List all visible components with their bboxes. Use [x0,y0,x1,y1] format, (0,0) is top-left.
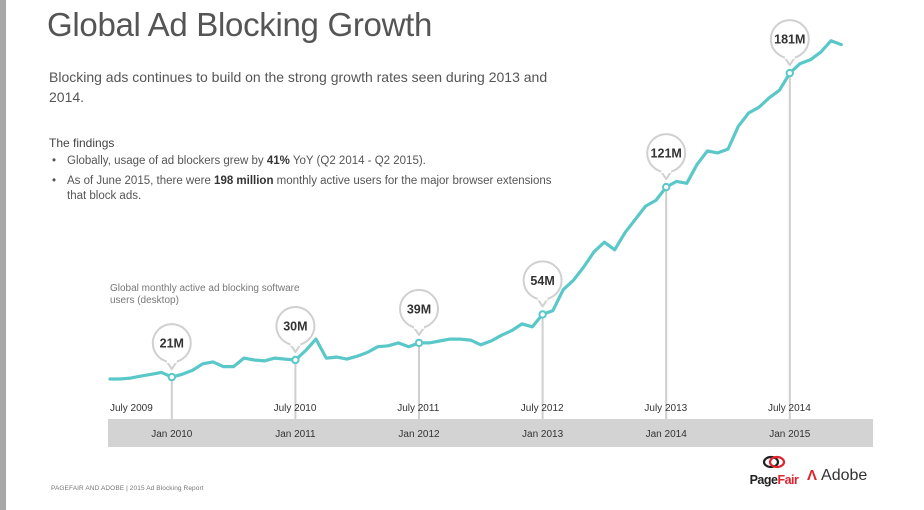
finding-text: As of June 2015, there were [67,175,215,187]
finding-text: monthly active users for the major brows… [67,175,552,202]
x-tick-label-bottom: Jan 2013 [522,429,564,440]
annotation-callout: 21M [151,323,192,371]
x-tick-label-bottom: Jan 2014 [646,429,688,440]
annotation-marker [662,182,671,192]
finding-item: As of June 2015, there were 198 million … [49,174,569,204]
x-tick-label-bottom: Jan 2012 [398,429,440,440]
pagefair-logo: PageFair [749,454,799,487]
callout-label: 181M [774,33,805,47]
pagefair-logo-fair: Fair [777,473,799,487]
page-left-border [0,0,6,510]
findings-list: Globally, usage of ad blockers grew by 4… [49,154,569,209]
pagefair-mark-icon [762,455,786,469]
adobe-mark-icon: Λ [807,467,818,484]
series-label: Global monthly active ad blocking softwa… [110,283,300,306]
series-line [108,39,843,381]
annotation-callouts: 21M 30M 39M 54M 121M 181M [151,19,810,382]
adobe-logo-text: Adobe [821,467,868,484]
finding-text: YoY (Q2 2014 - Q2 2015). [289,155,426,167]
callout-pointer-mask [784,54,795,60]
x-tick-label-top: July 2014 [768,403,811,414]
series-group [108,39,843,381]
callout-label: 39M [407,302,431,316]
page-title: Global Ad Blocking Growth [47,6,433,43]
x-axis-band [108,419,873,447]
finding-item: Globally, usage of ad blockers grew by 4… [49,154,569,169]
page-subtitle: Blocking ads continues to build on the s… [49,69,548,105]
callout-pointer-mask [290,341,301,346]
finding-highlight: 198 million [214,175,274,187]
annotation-callout: 39M [399,288,439,336]
x-axis-labels: July 2009 July 2010 July 2011 July 2012 July… [110,403,811,440]
callout-label: 21M [160,337,184,351]
x-tick-label-top: July 2012 [521,403,564,414]
annotation-callout: 121M [646,133,687,181]
x-tick-label-bottom: Jan 2011 [275,429,316,440]
pagefair-logo-page: Page [749,473,778,487]
annotation-marker [167,372,177,382]
annotation-marker [538,310,547,319]
annotation-marker [291,355,300,365]
annotation-marker [414,338,424,348]
adobe-logo: Λ Adobe [807,467,867,485]
finding-text: Globally, usage of ad blockers grew by [67,155,267,167]
annotation-marker [785,68,794,78]
x-tick-label-top: July 2010 [274,403,317,414]
annotation-callout: 54M [522,260,563,308]
findings-heading: The findings [49,136,115,150]
x-tick-label-top: July 2009 [110,403,153,414]
footer-text: PAGEFAIR AND ADOBE | 2015 Ad Blocking Re… [51,485,204,492]
annotation-callout: 30M [275,306,316,353]
x-axis-bottom-band [108,419,873,447]
finding-highlight: 41% [266,155,290,167]
x-tick-label-top: July 2013 [644,403,687,414]
annotation-callout: 181M [769,19,810,67]
callout-label: 121M [651,147,682,161]
x-tick-label-bottom: Jan 2015 [769,429,811,440]
x-tick-label-bottom: Jan 2010 [151,429,193,440]
annotation-connectors [170,73,791,419]
callout-pointer-mask [537,295,548,301]
callout-label: 54M [530,274,554,288]
x-tick-label-top: July 2011 [397,403,440,414]
callout-pointer-mask [414,323,424,329]
callout-pointer-mask [166,358,177,364]
callout-label: 30M [283,320,307,334]
callout-pointer-mask [661,168,672,174]
